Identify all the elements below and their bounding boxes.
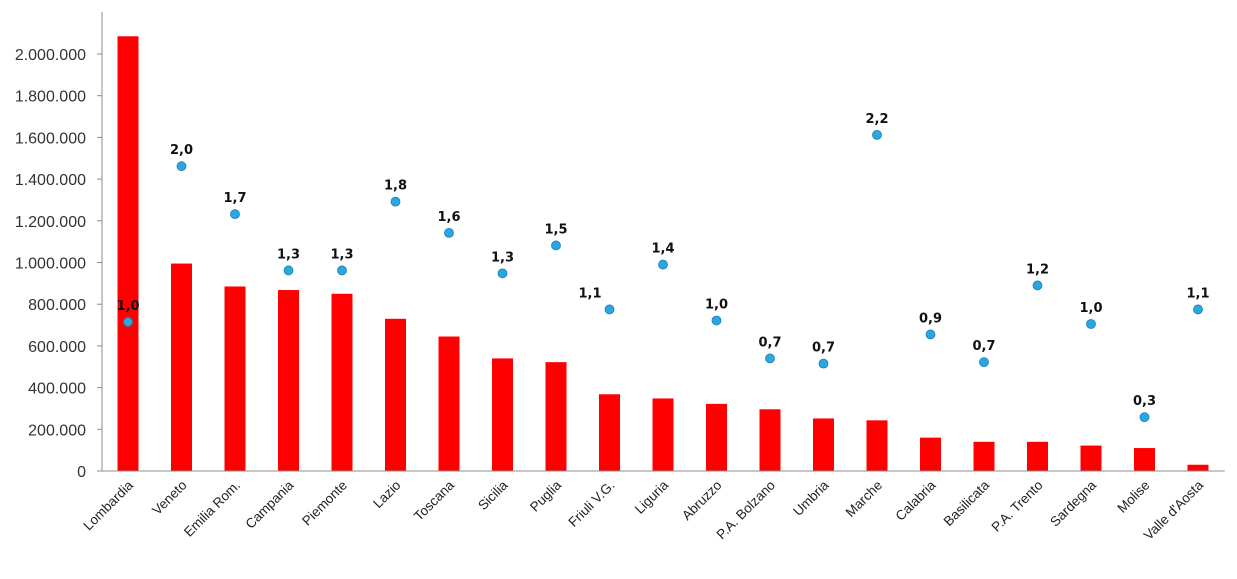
data-point — [765, 353, 775, 364]
bar — [117, 36, 139, 472]
bar — [920, 437, 941, 471]
data-label: 0,9 — [919, 311, 942, 326]
data-point — [230, 209, 240, 220]
data-label: 1,8 — [384, 179, 407, 194]
y-tick-label: 1.400.000 — [15, 172, 86, 189]
y-tick-label: 200.000 — [28, 422, 86, 439]
data-label: 1,2 — [1026, 262, 1049, 277]
x-tick-label: Marche — [843, 478, 885, 520]
point-labels: 1,0 2,0 1,7 1,3 1,3 1,8 1,6 1,3 1,5 1,1 1,4 1,0 0,7 0… — [116, 112, 1209, 409]
x-tick-label: Sardegna — [1047, 477, 1099, 529]
data-point — [818, 358, 829, 369]
data-label: 1,0 — [705, 297, 728, 312]
bar — [706, 403, 727, 471]
data-label: 0,7 — [812, 341, 835, 356]
y-tick-label: 2.000.000 — [15, 47, 86, 64]
data-label: 1,5 — [544, 222, 567, 237]
bar — [1027, 441, 1048, 471]
x-tick-label: Abruzzo — [679, 478, 725, 524]
data-label: 1,1 — [1186, 286, 1209, 301]
data-point — [444, 227, 454, 238]
bar — [545, 362, 567, 471]
data-label: 0,7 — [972, 339, 995, 354]
y-tick-label: 1.200.000 — [15, 214, 86, 231]
data-point — [1193, 304, 1203, 315]
data-label: 1,3 — [491, 250, 514, 265]
bar — [492, 358, 513, 471]
bar-series — [117, 36, 1209, 472]
data-point — [979, 357, 989, 368]
data-point — [1139, 412, 1150, 423]
data-point — [925, 329, 936, 340]
y-tick-label: 600.000 — [28, 339, 86, 356]
data-label: 2,2 — [865, 112, 888, 127]
x-tick-label: Emilia Rom. — [181, 478, 243, 540]
x-tick-label: Lazio — [370, 478, 403, 511]
bar — [759, 409, 781, 471]
data-label: 0,3 — [1133, 394, 1156, 409]
bar — [973, 441, 995, 471]
x-tick-label: Toscana — [411, 477, 458, 524]
x-tick-label: Campania — [242, 477, 296, 531]
data-label: 1,0 — [1079, 301, 1102, 316]
bar — [599, 394, 620, 471]
data-label: 2,0 — [170, 143, 193, 158]
bar — [1080, 445, 1102, 471]
data-point — [337, 265, 347, 276]
data-point — [283, 265, 294, 276]
x-tick-label: Molise — [1114, 478, 1152, 516]
bar — [438, 336, 460, 471]
x-tick-label: Puglia — [527, 477, 564, 514]
point-series — [123, 129, 1203, 423]
data-label: 1,6 — [437, 210, 460, 225]
x-tick-label: Piemonte — [299, 478, 350, 529]
data-point — [604, 304, 615, 315]
bar — [866, 420, 888, 471]
data-point — [390, 196, 401, 207]
y-tick-label: 1.600.000 — [15, 130, 86, 147]
bar — [1134, 448, 1155, 471]
data-point — [497, 268, 508, 279]
data-point — [176, 161, 187, 172]
x-tick-label: Friuli V.G. — [565, 478, 617, 530]
x-tick-label: Umbria — [790, 477, 832, 519]
data-label: 1,1 — [578, 286, 601, 301]
y-tick-label: 1.800.000 — [15, 89, 86, 106]
y-tick-label: 400.000 — [28, 381, 86, 398]
x-tick-label: P.A. Trento — [988, 478, 1045, 535]
y-tick-label: 0 — [77, 464, 86, 481]
data-point — [123, 317, 133, 327]
x-tick-label: Basilicata — [941, 477, 993, 529]
data-point — [551, 240, 561, 251]
y-tick-label: 800.000 — [28, 297, 86, 314]
data-point — [872, 129, 882, 140]
x-tick-label: Calabria — [892, 477, 939, 524]
data-label: 1,0 — [116, 299, 139, 314]
data-point — [711, 315, 722, 326]
bar — [813, 418, 834, 471]
data-label: 1,3 — [277, 247, 300, 262]
data-point — [1032, 280, 1043, 291]
x-tick-label: Veneto — [149, 478, 189, 518]
data-label: 1,4 — [651, 242, 674, 257]
y-tick-label: 1.000.000 — [15, 256, 86, 273]
x-tick-label: Sicilia — [475, 477, 511, 513]
x-tick-label: Lombardia — [80, 477, 136, 533]
bar — [224, 286, 246, 471]
data-label: 0,7 — [758, 335, 781, 350]
data-point — [658, 259, 668, 270]
data-label: 1,3 — [330, 247, 353, 262]
data-label: 1,7 — [223, 191, 246, 206]
bar — [331, 293, 353, 471]
bar — [1187, 464, 1209, 471]
bar — [385, 318, 406, 471]
x-tick-label: Liguria — [632, 477, 672, 517]
bar — [278, 290, 299, 471]
y-axis: 0 200.000 400.000 600.000 800.000 1.000.000 1.… — [15, 12, 103, 481]
bar — [652, 398, 674, 471]
data-point — [1086, 319, 1096, 329]
bar — [171, 263, 192, 471]
